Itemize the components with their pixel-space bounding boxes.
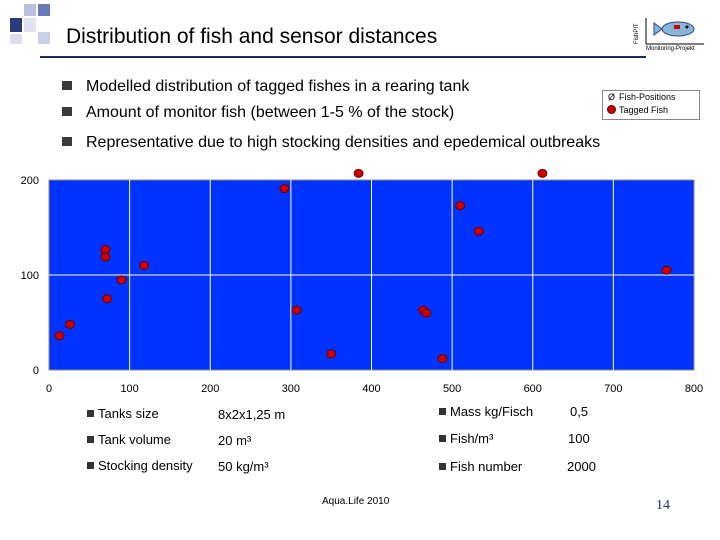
- info-tanks-size-value: 8x2x1,25 m: [218, 407, 286, 422]
- x-tick-label: 400: [362, 383, 380, 395]
- legend-tagged-fish-marker: [607, 105, 616, 114]
- y-tick-label: 100: [21, 270, 39, 282]
- fish-logo-icon: [645, 18, 704, 45]
- info-fish-per-m3-value: 100: [568, 431, 590, 446]
- tagged-fish-point: [100, 244, 111, 254]
- info-tank-volume-label: Tank volume: [87, 432, 171, 447]
- x-tick-label: 100: [120, 383, 138, 395]
- tagged-fish-point: [326, 349, 337, 359]
- info-bullet-icon: [87, 462, 94, 469]
- info-label: Mass kg/Fisch: [450, 404, 534, 419]
- title-rule: [40, 56, 646, 58]
- legend-fish-positions: Ø Fish-Positions: [607, 92, 676, 102]
- tagged-fish-point: [54, 331, 65, 341]
- bullet-square-icon: [62, 81, 72, 90]
- tagged-fish-point: [291, 305, 302, 315]
- corner-square-6: [10, 34, 22, 44]
- legend-fish-positions-symbol: Ø: [607, 92, 615, 102]
- info-label: Tank volume: [98, 432, 171, 447]
- info-label: Tanks size: [98, 406, 159, 421]
- bullet-item: Modelled distribution of tagged fishes i…: [62, 78, 469, 96]
- info-mass-label: Mass kg/Fisch: [439, 404, 533, 419]
- bullet-square-icon: [62, 107, 72, 116]
- bullet-text: Representative due to high stocking dens…: [86, 134, 601, 151]
- info-fish-number-value: 2000: [567, 459, 596, 474]
- info-bullet-icon: [439, 408, 446, 415]
- x-tick-label: 300: [282, 383, 300, 395]
- info-tanks-size-label: Tanks size: [87, 406, 159, 421]
- x-tick-label: 700: [604, 383, 622, 395]
- x-tick-label: 800: [685, 383, 703, 395]
- footer-text: Aqua.Life 2010: [322, 496, 390, 507]
- bullet-text: Modelled distribution of tagged fishes i…: [86, 78, 470, 95]
- bullet-text: Amount of monitor fish (between 1-5 % of…: [86, 104, 455, 121]
- tagged-fish-point: [537, 168, 548, 178]
- page-number: 14: [656, 498, 670, 513]
- corner-square-5: [38, 32, 50, 44]
- info-mass-value: 0,5: [570, 404, 589, 419]
- info-bullet-icon: [87, 410, 94, 417]
- bullet-item: Representative due to high stocking dens…: [62, 134, 600, 152]
- fishpit-logo: [634, 14, 712, 58]
- y-tick-label: 0: [33, 365, 39, 377]
- tagged-fish-point: [421, 308, 432, 318]
- tagged-fish-point: [455, 201, 466, 211]
- info-bullet-icon: [439, 463, 446, 470]
- info-stocking-density-value: 50 kg/m³: [218, 459, 269, 474]
- legend-tagged-fish: Tagged Fish: [607, 105, 668, 115]
- info-bullet-icon: [87, 436, 94, 443]
- tagged-fish-point: [100, 252, 111, 262]
- tagged-fish-point: [473, 226, 484, 236]
- tagged-fish-point: [139, 261, 150, 270]
- x-tick-label: 600: [524, 383, 542, 395]
- info-label: Fish/m³: [450, 431, 494, 446]
- info-fish-per-m3-label: Fish/m³: [439, 431, 493, 446]
- tagged-fish-point: [353, 168, 364, 178]
- logo-caption: Monitoring-Projekt: [646, 46, 695, 52]
- x-tick-label: 500: [443, 383, 461, 395]
- bullet-item: Amount of monitor fish (between 1-5 % of…: [62, 104, 454, 122]
- tagged-fish-point: [661, 265, 672, 275]
- info-label: Stocking density: [98, 458, 193, 473]
- bullet-square-icon: [62, 137, 72, 146]
- tagged-fish-point: [116, 275, 127, 285]
- chart-legend: Ø Fish-Positions Tagged Fish: [602, 90, 700, 120]
- corner-square-2: [24, 4, 36, 16]
- x-tick-label: 0: [46, 383, 52, 395]
- info-fish-number-label: Fish number: [439, 459, 522, 474]
- tagged-fish-point: [279, 184, 290, 194]
- info-label: Fish number: [450, 459, 523, 474]
- corner-square-3: [38, 4, 50, 16]
- legend-tagged-fish-label: Tagged Fish: [619, 105, 669, 115]
- corner-square-4: [24, 18, 36, 32]
- y-tick-label: 200: [21, 175, 39, 187]
- tagged-fish-point: [437, 354, 448, 364]
- slide-title: Distribution of fish and sensor distance…: [66, 25, 438, 48]
- tagged-fish-point: [64, 319, 75, 329]
- info-tank-volume-value: 20 m³: [218, 433, 252, 448]
- tagged-fish-point: [102, 294, 113, 304]
- legend-fish-positions-label: Fish-Positions: [619, 92, 676, 102]
- x-tick-label: 200: [201, 383, 219, 395]
- corner-square-1: [10, 18, 22, 32]
- info-stocking-density-label: Stocking density: [87, 458, 193, 473]
- info-bullet-icon: [439, 435, 446, 442]
